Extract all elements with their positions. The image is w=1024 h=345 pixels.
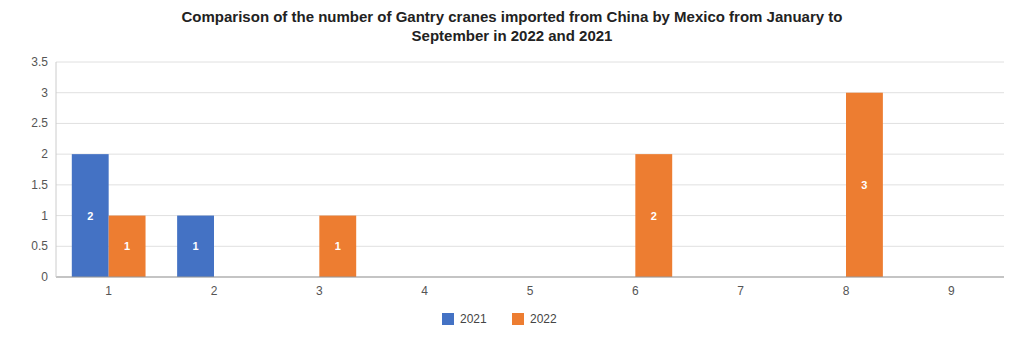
grid-line — [56, 277, 1004, 278]
title-line: Comparison of the number of Gantry crane… — [182, 8, 843, 25]
x-tick-label: 2 — [211, 284, 218, 298]
x-axis-line — [56, 277, 1004, 278]
bar — [635, 154, 672, 277]
x-tick-label: 6 — [632, 284, 639, 298]
x-tick-label: 5 — [527, 284, 534, 298]
bar — [846, 93, 883, 277]
data-label: 1 — [124, 240, 130, 252]
data-labels: 2 1 1 1 2 3 — [87, 179, 867, 252]
y-tick-label: 1 — [41, 209, 48, 223]
x-tick-label: 9 — [948, 284, 955, 298]
y-tick-label: 3 — [41, 86, 48, 100]
data-label: 1 — [335, 240, 341, 252]
bars — [72, 93, 883, 277]
data-label: 3 — [861, 179, 867, 191]
data-label: 2 — [87, 210, 93, 222]
y-axis-line — [56, 62, 57, 277]
legend: 2021 2022 — [442, 312, 557, 326]
title: Comparison of the number of Gantry crane… — [182, 8, 843, 44]
bar — [72, 154, 109, 277]
y-tick-label: 0.5 — [31, 239, 48, 253]
chart-container: Comparison of the number of Gantry crane… — [0, 0, 1024, 345]
legend-swatch — [512, 313, 524, 325]
x-tick-label: 7 — [737, 284, 744, 298]
y-tick-label: 2 — [41, 147, 48, 161]
bar — [319, 216, 356, 277]
legend-swatch — [442, 313, 454, 325]
bar — [109, 216, 146, 277]
y-tick-label: 0 — [41, 270, 48, 284]
data-label: 2 — [651, 210, 657, 222]
data-label: 1 — [193, 240, 199, 252]
grid-line — [56, 62, 1004, 63]
y-tick-label: 2.5 — [31, 116, 48, 130]
grid — [56, 62, 1004, 277]
x-tick-label: 1 — [105, 284, 112, 298]
x-tick-label: 8 — [843, 284, 850, 298]
chart: Comparison of the number of Gantry crane… — [0, 0, 1024, 345]
x-tick-label: 4 — [421, 284, 428, 298]
legend-label: 2022 — [530, 312, 557, 326]
title-line: September in 2022 and 2021 — [412, 27, 613, 44]
bar — [177, 216, 214, 277]
y-tick-label: 3.5 — [31, 55, 48, 69]
x-tick-label: 3 — [316, 284, 323, 298]
y-tick-label: 1.5 — [31, 178, 48, 192]
legend-label: 2021 — [460, 312, 487, 326]
